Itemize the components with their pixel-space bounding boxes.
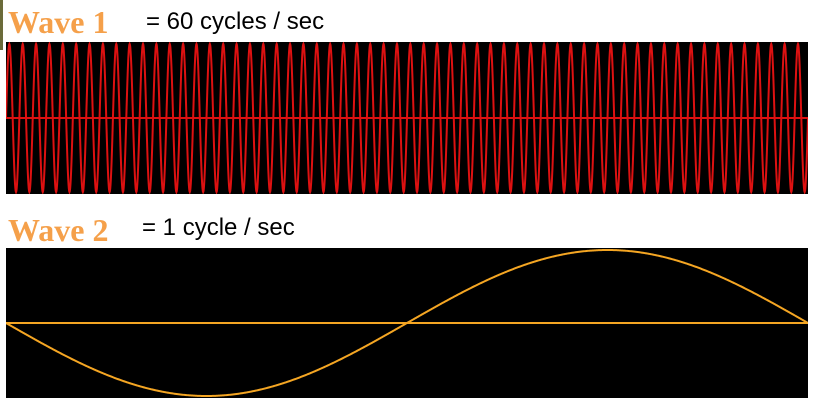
- wave2-plot: [6, 249, 808, 397]
- left-accent-rule: [0, 0, 3, 50]
- wave1-title: Wave 1: [8, 4, 109, 40]
- wave1-sine-curve: [6, 42, 808, 194]
- wave1-panel: [6, 42, 808, 194]
- wave2-panel: [6, 248, 808, 398]
- wave1-plot: [6, 42, 808, 194]
- wave2-title: Wave 2: [8, 212, 109, 248]
- wave1-description: = 60 cycles / sec: [146, 8, 325, 35]
- wave2-sine-curve: [6, 249, 808, 397]
- wave2-description: = 1 cycle / sec: [142, 214, 295, 241]
